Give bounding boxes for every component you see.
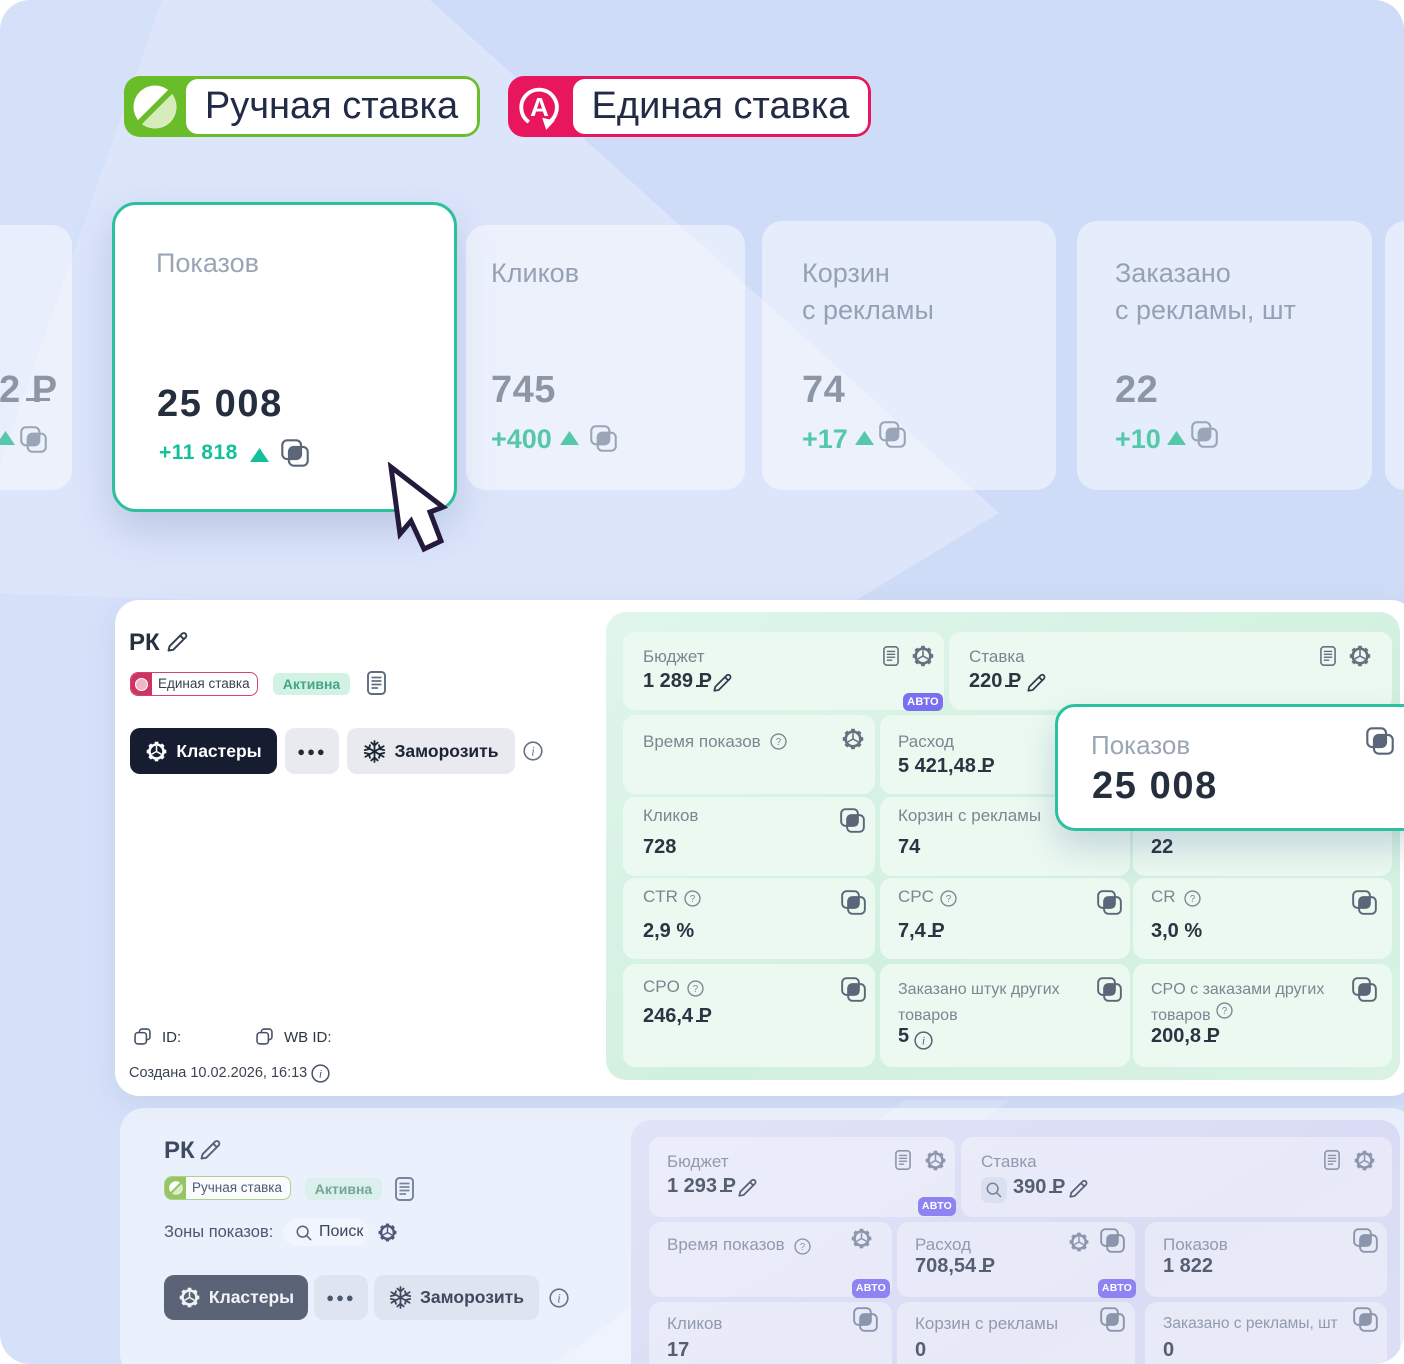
svg-text:i: i <box>531 744 535 758</box>
svg-text:i: i <box>319 1067 322 1081</box>
svg-text:A: A <box>530 92 549 122</box>
